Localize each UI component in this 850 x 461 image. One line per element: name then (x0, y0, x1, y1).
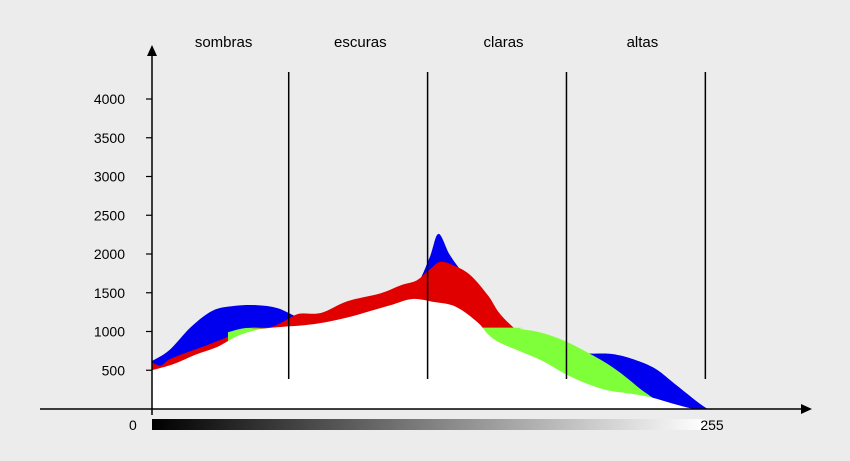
y-tick-label-4000: 4000 (94, 91, 125, 107)
y-tick-label-3500: 3500 (94, 130, 125, 146)
y-tick-label-500: 500 (102, 362, 126, 378)
y-tick-label-1500: 1500 (94, 285, 125, 301)
zone-labels: sombras escuras claras altas (195, 34, 658, 51)
zone-label-altas: altas (627, 34, 659, 51)
y-axis-arrow-icon (147, 45, 157, 56)
y-tick-label-3000: 3000 (94, 169, 125, 185)
y-tick-label-2000: 2000 (94, 246, 125, 262)
histogram-area-luminance (152, 298, 706, 410)
x-axis-max-label: 255 (700, 417, 724, 433)
x-axis-arrow-icon (801, 404, 812, 414)
y-ticks: 500 1000 1500 2000 2500 3000 3500 4000 (94, 91, 152, 378)
axes (40, 45, 812, 415)
zone-dividers (287, 72, 707, 379)
histogram-areas (152, 233, 728, 410)
luminance-gradient-bar (152, 419, 706, 430)
zone-label-sombras: sombras (195, 34, 253, 51)
y-tick-label-2500: 2500 (94, 207, 125, 223)
zone-label-escuras: escuras (334, 34, 387, 51)
y-tick-label-1000: 1000 (94, 324, 125, 340)
x-axis-min-label: 0 (129, 417, 137, 433)
zone-label-claras: claras (484, 34, 524, 51)
